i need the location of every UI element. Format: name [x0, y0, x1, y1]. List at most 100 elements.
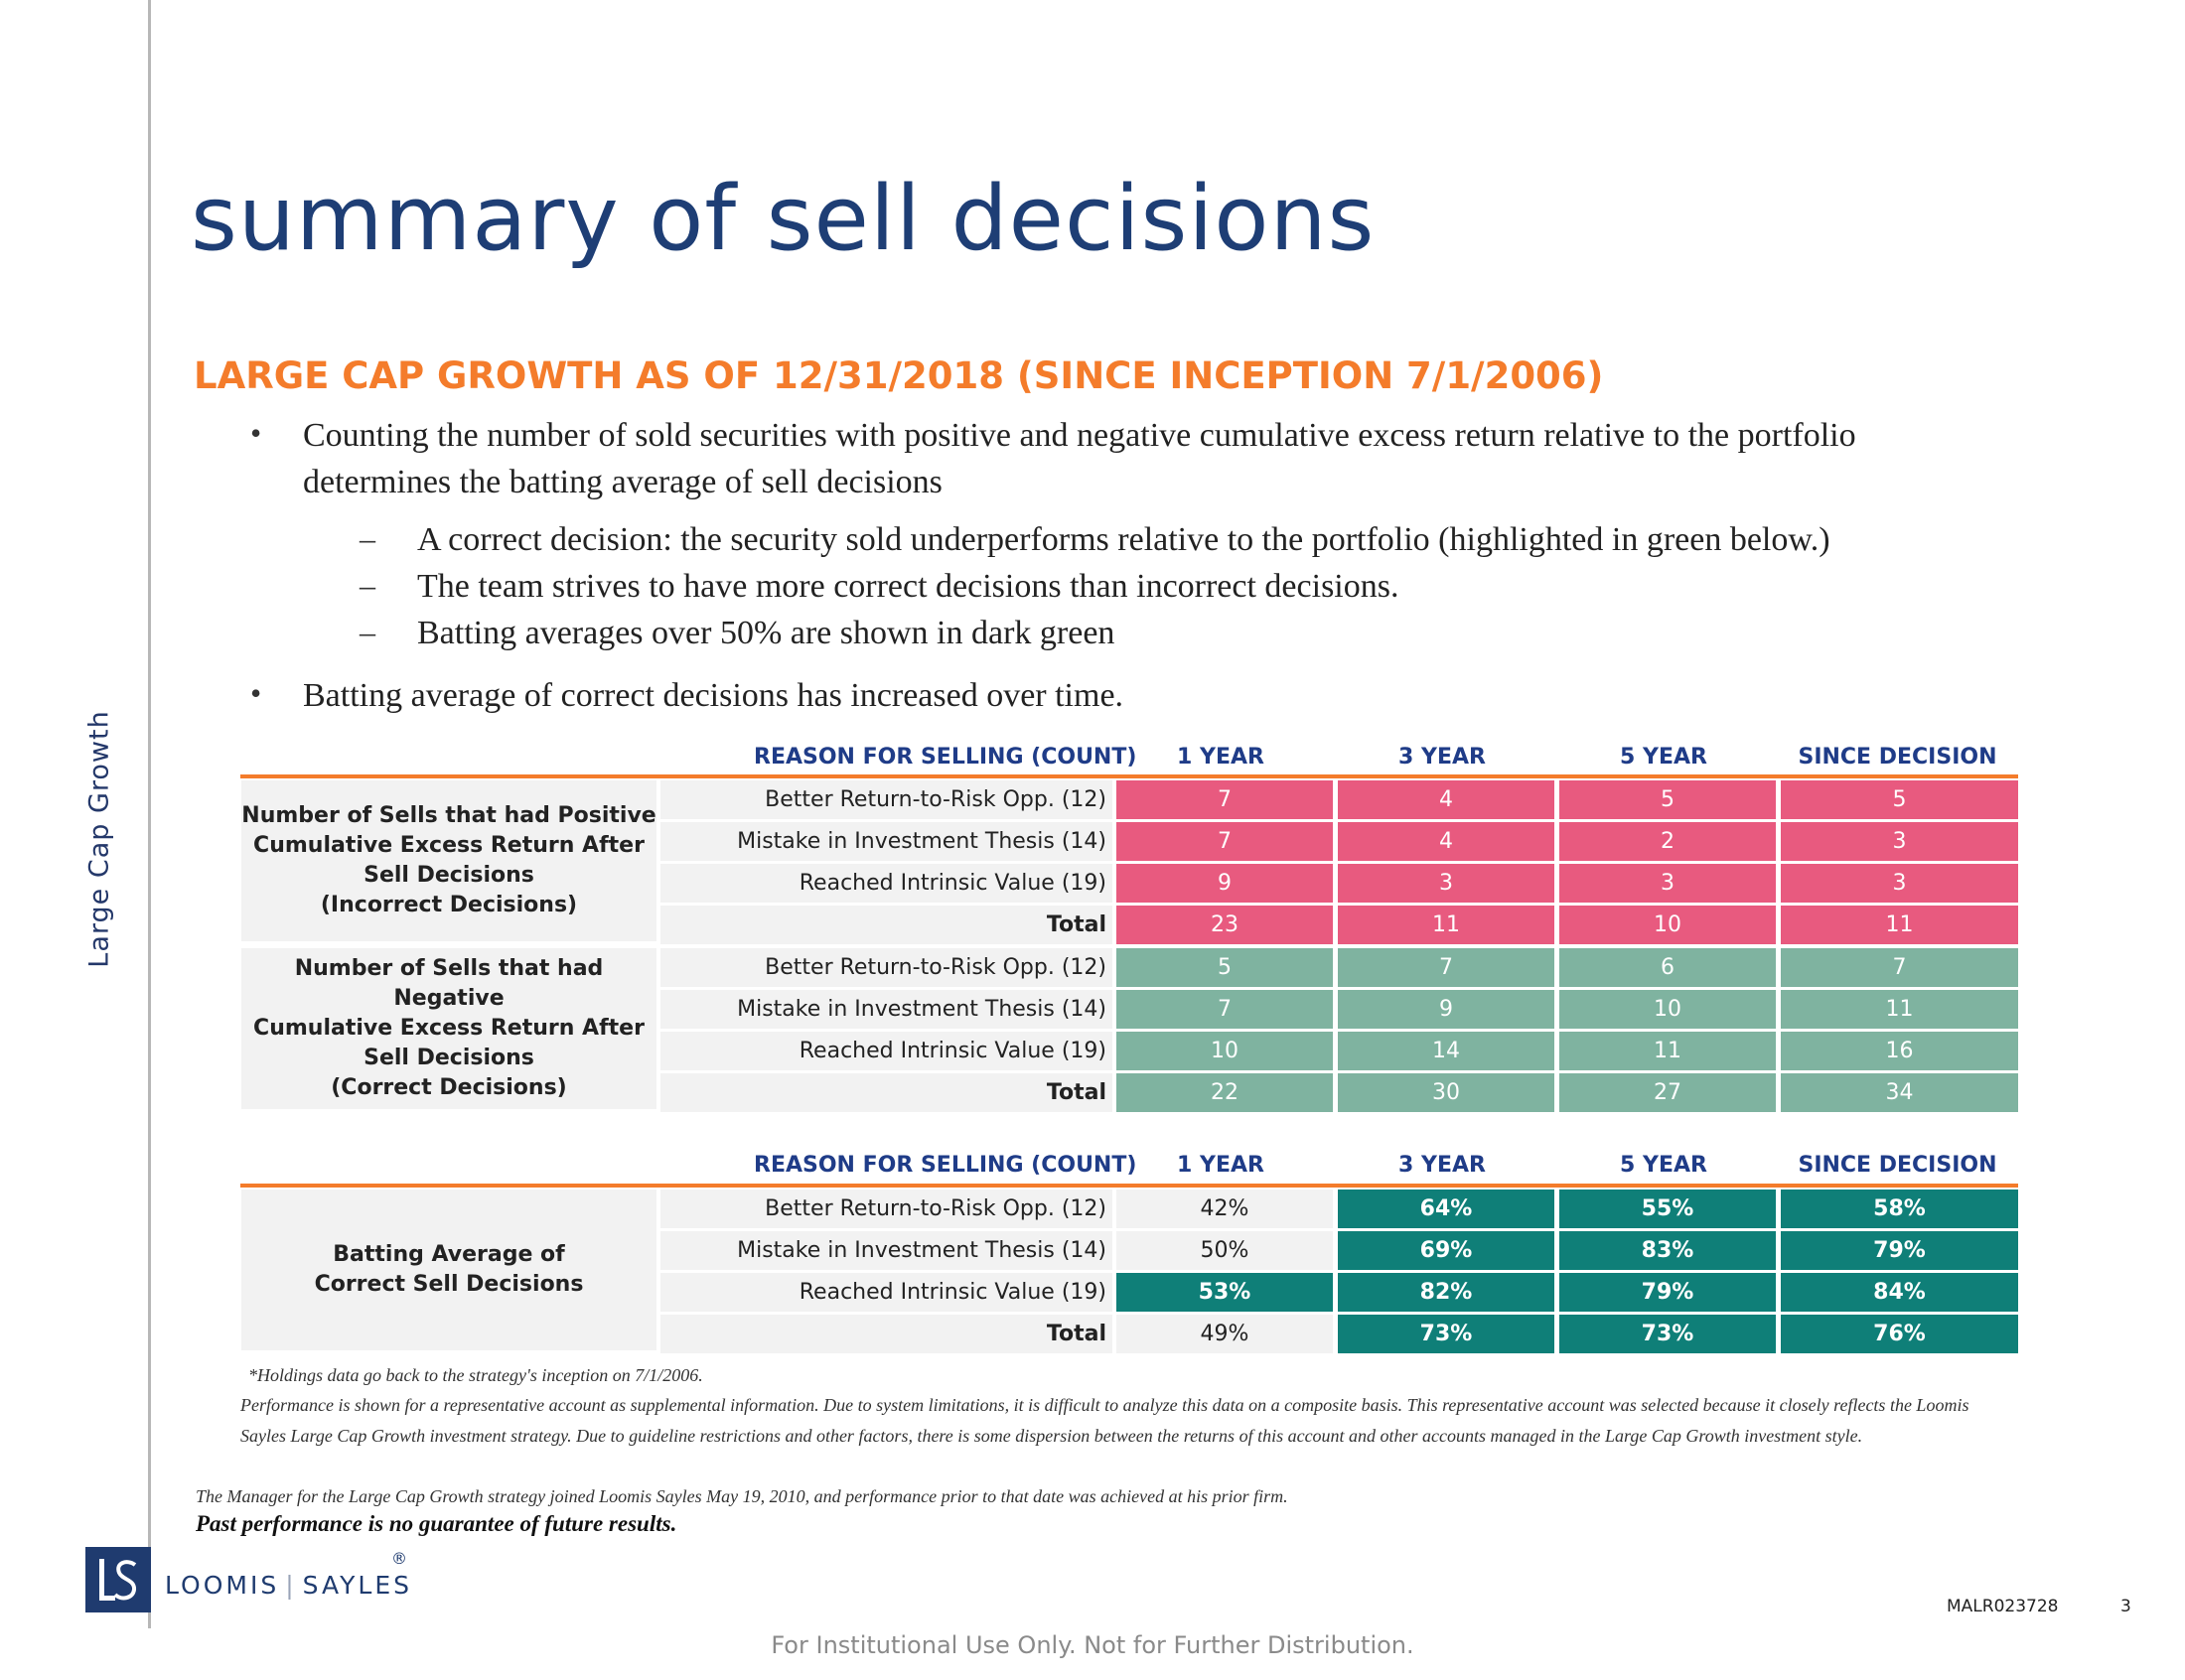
- bullet-2: Batting average of correct decisions has…: [303, 677, 1124, 714]
- registered-mark: ®: [391, 1549, 407, 1568]
- value-cell: 3: [1781, 822, 2018, 861]
- logo-wordmark: LOOMIS | SAYLES: [165, 1571, 412, 1600]
- value-cell: 10: [1116, 1032, 1333, 1070]
- logo-separator: |: [285, 1571, 297, 1600]
- reason-label: Reached Intrinsic Value (19): [660, 864, 1112, 903]
- logo-icon: [85, 1547, 151, 1612]
- value-cell: 42%: [1116, 1190, 1333, 1228]
- value-cell-highlight: 53%: [1116, 1273, 1333, 1312]
- dash-bullet: –: [360, 520, 375, 556]
- value-cell: 4: [1338, 822, 1554, 861]
- value-cell: 7: [1338, 948, 1554, 987]
- loomis-sayles-logo-mark: [85, 1547, 151, 1612]
- value-cell: 16: [1781, 1032, 2018, 1070]
- value-cell-highlight: 64%: [1338, 1190, 1554, 1228]
- value-cell: 11: [1781, 990, 2018, 1029]
- bullet-1-line-1: Counting the number of sold securities w…: [303, 417, 1856, 454]
- total-label: Total: [660, 906, 1112, 944]
- group-label-batting-average: Batting Average of Correct Sell Decision…: [241, 1190, 656, 1350]
- bullet-1-line-2: determines the batting average of sell d…: [303, 464, 943, 500]
- value-cell: 7: [1116, 822, 1333, 861]
- total-cell: 27: [1559, 1073, 1776, 1112]
- value-cell-highlight: 69%: [1338, 1231, 1554, 1270]
- value-cell: 7: [1781, 948, 2018, 987]
- total-cell-highlight: 73%: [1338, 1315, 1554, 1353]
- page-title: summary of sell decisions: [191, 167, 1376, 271]
- value-cell: 7: [1116, 990, 1333, 1029]
- total-cell: 22: [1116, 1073, 1333, 1112]
- header-5-year: 5 YEAR: [1620, 1153, 1707, 1178]
- dash-bullet: –: [360, 614, 375, 649]
- section-subtitle: LARGE CAP GROWTH AS OF 12/31/2018 (SINCE…: [194, 354, 1604, 397]
- header-since-decision: SINCE DECISION: [1798, 1153, 1997, 1178]
- total-label: Total: [660, 1073, 1112, 1112]
- group-label-line: (Incorrect Decisions): [320, 893, 578, 917]
- value-cell: 3: [1338, 864, 1554, 903]
- header-rule: [240, 1184, 2018, 1188]
- value-cell: 10: [1559, 990, 1776, 1029]
- page-number: 3: [2120, 1597, 2131, 1616]
- value-cell: 9: [1338, 990, 1554, 1029]
- header-1-year: 1 YEAR: [1177, 745, 1264, 770]
- total-cell-highlight: 73%: [1559, 1315, 1776, 1353]
- document-code: MALR023728: [1947, 1597, 2059, 1616]
- logo-word-left: LOOMIS: [165, 1571, 280, 1600]
- total-label: Total: [660, 1315, 1112, 1353]
- past-performance-disclaimer: Past performance is no guarantee of futu…: [196, 1511, 677, 1536]
- value-cell: 14: [1338, 1032, 1554, 1070]
- header-1-year: 1 YEAR: [1177, 1153, 1264, 1178]
- group-label-line: Sell Decisions: [364, 1046, 534, 1070]
- total-cell: 10: [1559, 906, 1776, 944]
- total-cell: 34: [1781, 1073, 2018, 1112]
- group-label-line: Number of Sells that had Positive: [241, 803, 656, 828]
- performance-note: Performance is shown for a representativ…: [240, 1395, 1969, 1446]
- group-label-line: Correct Sell Decisions: [314, 1272, 584, 1297]
- value-cell-highlight: 79%: [1781, 1231, 2018, 1270]
- total-cell: 11: [1781, 906, 2018, 944]
- value-cell: 7: [1116, 780, 1333, 819]
- value-cell-highlight: 79%: [1559, 1273, 1776, 1312]
- value-cell: 50%: [1116, 1231, 1333, 1270]
- header-reason: REASON FOR SELLING (COUNT): [754, 1153, 1137, 1178]
- value-cell: 6: [1559, 948, 1776, 987]
- group-label-line: (Correct Decisions): [331, 1075, 567, 1100]
- value-cell: 4: [1338, 780, 1554, 819]
- sub-bullet-3: Batting averages over 50% are shown in d…: [417, 615, 1115, 651]
- total-cell: 23: [1116, 906, 1333, 944]
- value-cell-highlight: 83%: [1559, 1231, 1776, 1270]
- left-divider-line: [148, 0, 151, 1628]
- group-label-line: Cumulative Excess Return After: [253, 833, 645, 858]
- total-cell: 49%: [1116, 1315, 1333, 1353]
- value-cell: 3: [1781, 864, 2018, 903]
- header-since-decision: SINCE DECISION: [1798, 745, 1997, 770]
- reason-label: Better Return-to-Risk Opp. (12): [660, 948, 1112, 987]
- sub-bullet-2: The team strives to have more correct de…: [417, 568, 1399, 605]
- value-cell: 5: [1116, 948, 1333, 987]
- bullet-dot: •: [250, 415, 262, 451]
- value-cell: 5: [1559, 780, 1776, 819]
- value-cell: 11: [1559, 1032, 1776, 1070]
- value-cell-highlight: 55%: [1559, 1190, 1776, 1228]
- group-label-line: Batting Average of: [333, 1242, 565, 1267]
- bullet-dot: •: [250, 675, 262, 711]
- header-3-year: 3 YEAR: [1398, 745, 1486, 770]
- value-cell: 5: [1781, 780, 2018, 819]
- group-label-correct: Number of Sells that had Negative Cumula…: [241, 948, 656, 1109]
- value-cell-highlight: 82%: [1338, 1273, 1554, 1312]
- holdings-note: *Holdings data go back to the strategy's…: [248, 1365, 703, 1385]
- reason-label: Better Return-to-Risk Opp. (12): [660, 780, 1112, 819]
- group-label-incorrect: Number of Sells that had Positive Cumula…: [241, 780, 656, 941]
- value-cell: 9: [1116, 864, 1333, 903]
- manager-note: The Manager for the Large Cap Growth str…: [196, 1486, 1288, 1506]
- reason-label: Reached Intrinsic Value (19): [660, 1273, 1112, 1312]
- footer-disclaimer: For Institutional Use Only. Not for Furt…: [771, 1631, 1414, 1659]
- value-cell-highlight: 84%: [1781, 1273, 2018, 1312]
- header-3-year: 3 YEAR: [1398, 1153, 1486, 1178]
- reason-label: Mistake in Investment Thesis (14): [660, 1231, 1112, 1270]
- header-reason: REASON FOR SELLING (COUNT): [754, 745, 1137, 770]
- reason-label: Mistake in Investment Thesis (14): [660, 990, 1112, 1029]
- total-cell: 30: [1338, 1073, 1554, 1112]
- total-cell: 11: [1338, 906, 1554, 944]
- value-cell: 2: [1559, 822, 1776, 861]
- group-label-line: Sell Decisions: [364, 863, 534, 888]
